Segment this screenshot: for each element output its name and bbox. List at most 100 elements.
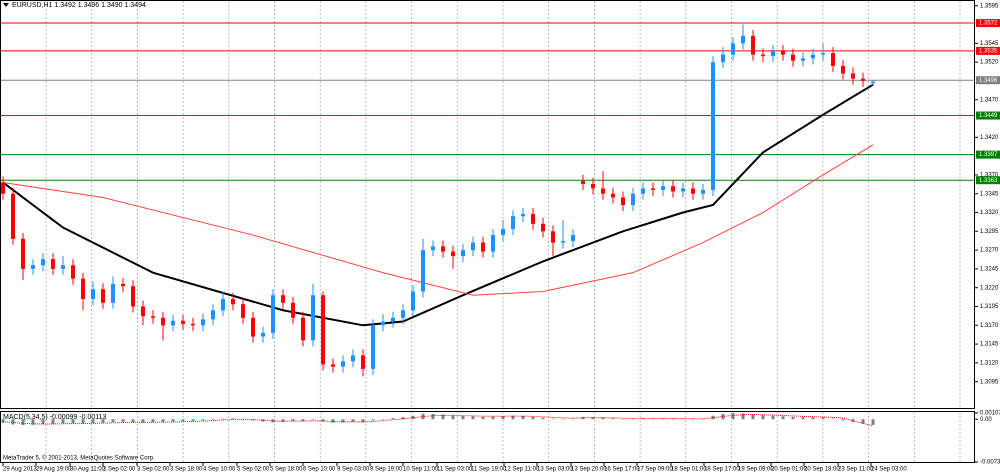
candle-body — [571, 235, 575, 242]
candle-body — [31, 265, 35, 269]
candle-body — [831, 53, 835, 66]
menu-arrow — [3, 3, 9, 7]
x-tick-label: 3 Sep 02:00 — [137, 467, 170, 473]
y-tick-label: 1.3220 — [980, 285, 999, 291]
macd-bar — [281, 419, 285, 422]
candle-body — [11, 193, 15, 239]
x-tick-label: 13 Sep 03:00 — [537, 467, 573, 473]
y-tick-label: 1.3145 — [980, 342, 999, 348]
macd-bar — [541, 417, 545, 420]
candle-body — [481, 242, 485, 252]
macd-bar — [41, 419, 45, 425]
macd-bar — [461, 416, 465, 420]
x-tick-label: 16 Sep 17:00 — [604, 467, 640, 473]
macd-bar — [191, 419, 195, 421]
x-tick-label: 4 Sep 10:00 — [203, 467, 236, 473]
x-tick-label: 2 Sep 02:00 — [103, 467, 136, 473]
macd-bar — [11, 419, 15, 425]
candle-body — [671, 186, 675, 192]
macd-bar — [811, 417, 815, 420]
macd-bar — [451, 415, 455, 420]
candle-body — [311, 295, 315, 341]
candle-body — [321, 295, 325, 365]
macd-bar — [511, 415, 515, 420]
candle-body — [371, 325, 375, 369]
level-label: 1.3496 — [979, 78, 998, 84]
x-tick-label: 19 Sep 09:00 — [738, 467, 774, 473]
candle-body — [801, 58, 805, 61]
macd-bar — [321, 419, 325, 422]
x-tick-label: 18 Sep 17:00 — [704, 467, 740, 473]
macd-bar — [781, 416, 785, 420]
candle-body — [701, 189, 705, 194]
candle-body — [451, 251, 455, 257]
x-tick-label: 18 Sep 01:00 — [671, 467, 707, 473]
candle-body — [871, 81, 875, 84]
candle-body — [781, 50, 785, 55]
candle-body — [821, 53, 825, 55]
x-tick-label: 17 Sep 09:00 — [637, 467, 673, 473]
candle-body — [691, 188, 695, 194]
candle-body — [791, 54, 795, 61]
level-label: 1.3363 — [979, 178, 998, 184]
macd-bar — [121, 419, 125, 422]
macd-bar — [771, 415, 775, 420]
candle-body — [581, 180, 585, 184]
macd-bar — [51, 419, 55, 424]
candle-body — [381, 321, 385, 326]
candle-body — [531, 214, 535, 224]
copyright: MetaTrader 5, © 2001-2013, MetaQuotes So… — [3, 455, 155, 462]
candle-body — [171, 320, 175, 326]
y-tick-label: 1.3320 — [980, 210, 999, 216]
macd-bar — [91, 419, 95, 423]
candle-body — [331, 364, 335, 367]
candle-body — [771, 50, 775, 57]
level-tag — [976, 150, 1000, 159]
y-tick-label: 1.3595 — [980, 3, 999, 9]
candle-body — [811, 54, 815, 59]
x-tick-label: 24 Sep 03:00 — [871, 467, 907, 473]
candle-body — [361, 355, 365, 369]
candle-body — [651, 188, 655, 190]
macd-tick-label: 0.00107 — [980, 411, 1000, 417]
candle-body — [161, 317, 165, 326]
x-tick-label: 9 Sep 03:00 — [337, 467, 370, 473]
candle-body — [471, 242, 475, 251]
candle-body — [181, 320, 185, 324]
macd-bar — [861, 419, 865, 424]
macd-bar — [491, 416, 495, 420]
y-tick-label: 1.3370 — [980, 173, 999, 179]
macd-bar — [471, 416, 475, 420]
grid — [45, 1, 961, 462]
macd-bar — [161, 419, 165, 422]
macd-bar — [741, 413, 745, 420]
level-label: 1.3572 — [979, 21, 998, 27]
y-tick-label: 1.3195 — [980, 304, 999, 310]
candle-body — [201, 319, 205, 326]
macd-bar — [371, 419, 375, 421]
candle-body — [111, 283, 115, 303]
macd-bar — [831, 418, 835, 420]
macd-bar — [381, 419, 385, 420]
y-tick-label: 1.3470 — [980, 97, 999, 103]
macd-bar — [351, 419, 355, 422]
macd-bar — [101, 419, 105, 423]
macd-bar — [841, 419, 845, 421]
macd-bar — [71, 419, 75, 424]
candle-body — [421, 250, 425, 292]
level-tag — [976, 76, 1000, 85]
candle-body — [81, 278, 85, 299]
macd-bar — [131, 419, 135, 423]
macd-bar — [391, 418, 395, 420]
y-tick-label: 1.3520 — [980, 60, 999, 66]
y-tick-label: 1.3295 — [980, 229, 999, 235]
x-tick-label: 6 Sep 10:00 — [303, 467, 336, 473]
macd-bar — [231, 418, 235, 420]
macd-bar — [851, 419, 855, 423]
candle-body — [261, 332, 265, 337]
candle-body — [721, 54, 725, 63]
candle-body — [611, 193, 615, 198]
candle-body — [851, 73, 855, 79]
x-tick-label: 13 Sep 20:00 — [571, 467, 607, 473]
macd-bar — [571, 418, 575, 420]
